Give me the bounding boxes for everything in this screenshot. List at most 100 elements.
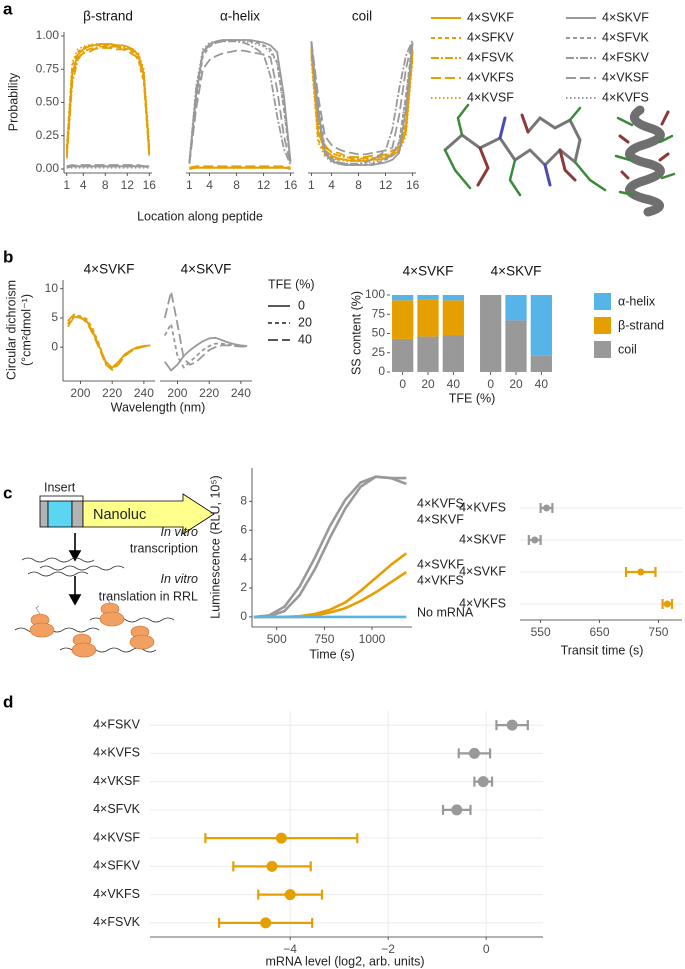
line [65,44,151,156]
y-tick-label: 10 [45,281,59,295]
x-axis-label: Location along peptide [137,209,263,223]
line [310,39,414,156]
line [67,315,151,369]
line [67,313,151,371]
x-tick-label: 550 [531,625,551,639]
bar-segment [530,355,552,372]
y-tick-label: 50 [372,326,386,340]
panel-label: d [3,692,13,711]
line [188,40,292,166]
bar-segment [417,299,439,337]
y-tick-label: 4×VKFS [459,596,506,610]
legend-label: 4×SFVK [602,30,650,44]
y-tick-label: 4 [240,551,247,565]
dot [531,536,539,544]
y-tick-label: 4×KVFS [459,500,506,514]
legend-label: 4×VKSF [602,70,649,84]
dot [451,804,463,816]
y-tick-label: 0.25 [36,128,60,142]
x-tick-label: 12 [121,178,135,192]
y-axis-label: SS content (%) [349,291,363,375]
line [310,41,414,166]
ribosomes [29,594,155,658]
bar-segment [392,300,414,339]
x-axis-label: Time (s) [309,647,354,661]
y-tick-label: 4×SFVK [93,802,141,816]
x-tick-label: 16 [406,178,420,192]
y-axis-label: Circular dichroism [4,280,18,380]
x-tick-label: 200 [70,386,90,400]
legend-label: 4×KVSF [467,90,514,104]
legend-label: 0 [298,298,305,312]
legend-label: 40 [298,332,312,346]
y-tick-label: 0 [51,339,58,353]
line [66,164,150,168]
line [188,49,292,166]
facet-title: 4×SVKF [403,264,454,279]
y-tick-label: 0.50 [36,95,60,109]
dot [266,860,278,872]
y-tick-label: 4×FSVK [93,915,141,929]
legend-label: 4×VKFS [467,70,514,84]
step-italic: In vitro [160,525,198,539]
x-tick-label: 12 [379,178,393,192]
bar-segment [442,335,464,372]
x-tick-label: 220 [199,386,219,400]
dot [663,600,671,608]
facet-title: 4×SKVF [491,264,542,279]
line [253,475,407,619]
bar-segment [392,338,414,372]
x-tick-label: 220 [102,386,122,400]
x-tick-label: 750 [648,625,668,639]
y-axis-label: Luminescence (RLU, 10⁵) [208,475,222,618]
y-tick-label: 4×VKSF [93,774,140,788]
legend-label: 4×SKVF [602,10,649,24]
x-tick-label: 240 [231,386,251,400]
x-tick-label: 0 [487,377,494,391]
y-tick-label: 75 [372,306,386,320]
line [188,39,292,163]
x-tick-label: 0 [483,942,490,956]
facet-title: 4×SVKF [84,262,135,277]
dot [260,917,272,929]
x-tick-label: 1 [63,178,70,192]
bar-segment [417,295,439,300]
legend-label: 4×KVFS [602,90,649,104]
y-tick-label: 4×SVKF [459,564,506,578]
bar-segment [530,295,552,356]
bar-segment [392,295,414,301]
dot [284,889,296,901]
line [189,165,291,169]
series-label: 4×SVKF [417,557,464,571]
x-tick-label: 8 [102,178,109,192]
legend-label: α-helix [618,294,656,308]
bar-segment [505,295,527,321]
facet-title: α-helix [220,9,260,24]
x-tick-label: 16 [284,178,298,192]
y-axis-label: (°cm²dmol⁻¹) [19,294,33,366]
arrows [68,533,82,606]
line [253,475,407,619]
facet-title: β-strand [83,9,133,24]
legend-swatch [594,341,611,358]
dot [543,504,551,512]
line [164,336,248,372]
x-tick-label: 4 [328,178,335,192]
y-tick-label: 0 [240,609,247,623]
y-tick-label: 4×KVFS [93,746,140,760]
step-label: In vitro [160,525,198,539]
bar-segment [505,320,527,372]
x-tick-label: −4 [283,942,297,956]
line [189,166,291,170]
legend-label: 4×SFKV [467,30,515,44]
x-tick-label: 1000 [359,632,386,646]
peptide-structure [443,103,676,217]
line [253,552,408,619]
insert-label: Insert [44,480,76,494]
dot [275,832,287,844]
panel-label: b [3,247,13,266]
bar-segment [480,295,502,372]
y-tick-label: 5 [51,310,58,324]
x-tick-label: 1 [308,178,315,192]
